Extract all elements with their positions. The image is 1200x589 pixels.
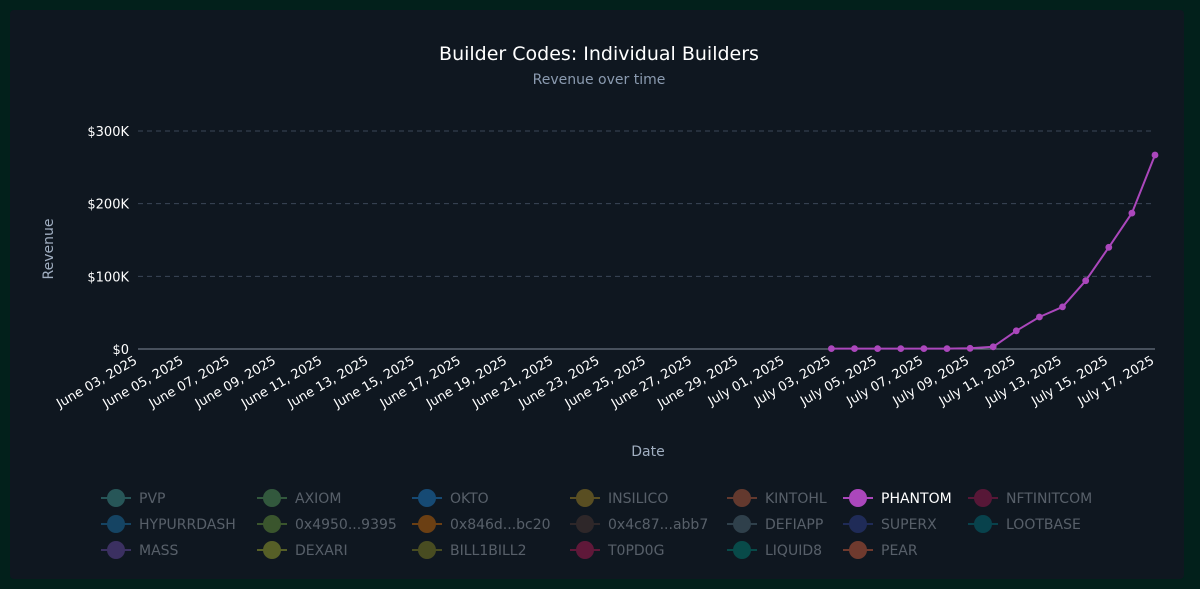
data-point	[1012, 327, 1020, 335]
chart-card: Builder Codes: Individual Builders Reven…	[10, 10, 1184, 579]
legend-item-bill1bill2[interactable]: BILL1BILL2	[412, 541, 526, 559]
data-point	[1151, 151, 1159, 159]
chart-subtitle: Revenue over time	[533, 72, 666, 88]
legend-swatch-marker	[974, 489, 992, 507]
data-point	[1059, 303, 1066, 311]
legend-item-defiapp[interactable]: DEFIAPP	[727, 515, 823, 533]
series-line-phantom	[831, 154, 1156, 350]
legend: PVP AXIOM OKTO INSILICO KINTOHL PHANTOM NFTINI…	[101, 489, 1092, 559]
legend-label: 0x4c87...abb7	[608, 517, 708, 533]
legend-item-superx[interactable]: SUPERX	[843, 515, 937, 533]
legend-swatch-marker	[576, 541, 594, 559]
legend-swatch-marker	[576, 515, 594, 533]
legend-item-0x4950-9395[interactable]: 0x4950...9395	[257, 515, 397, 533]
y-tick-labels: $0 $100K $200K $300K	[87, 125, 129, 358]
legend-swatch-marker	[418, 515, 436, 533]
legend-swatch-marker	[849, 489, 867, 507]
data-point	[920, 345, 928, 352]
chart-title: Builder Codes: Individual Builders	[439, 43, 759, 65]
legend-item-kintohl[interactable]: KINTOHL	[727, 489, 827, 507]
y-tick-label: $0	[112, 343, 129, 358]
legend-swatch-marker	[107, 489, 125, 507]
x-axis-label: Date	[631, 444, 664, 460]
legend-item-nftinitcom[interactable]: NFTINITCOM	[968, 489, 1092, 507]
y-tick-label: $300K	[87, 125, 129, 140]
legend-label: LIQUID8	[765, 543, 822, 559]
legend-label: 0x846d...bc20	[450, 517, 551, 533]
data-point	[1036, 313, 1043, 321]
legend-swatch-marker	[576, 489, 594, 507]
legend-item-insilico[interactable]: INSILICO	[570, 489, 668, 507]
legend-label: NFTINITCOM	[1006, 491, 1092, 507]
legend-label: OKTO	[450, 491, 489, 507]
data-point	[966, 344, 974, 352]
gridlines	[138, 130, 1155, 350]
legend-swatch-marker	[733, 489, 751, 507]
legend-item-phantom[interactable]: PHANTOM	[843, 489, 952, 507]
legend-swatch-marker	[107, 515, 125, 533]
legend-label: INSILICO	[608, 491, 668, 507]
legend-item-pvp[interactable]: PVP	[101, 489, 165, 507]
legend-swatch-marker	[263, 515, 281, 533]
legend-label: PEAR	[881, 543, 918, 559]
legend-label: PVP	[139, 491, 165, 507]
legend-label: DEFIAPP	[765, 517, 823, 533]
legend-label: SUPERX	[881, 517, 937, 533]
legend-label: PHANTOM	[881, 491, 952, 507]
legend-label: AXIOM	[295, 491, 341, 507]
y-axis-label: Revenue	[41, 219, 57, 280]
legend-swatch-marker	[849, 515, 867, 533]
data-point	[1105, 243, 1113, 251]
y-tick-label: $100K	[87, 270, 129, 285]
data-point	[897, 345, 905, 352]
legend-swatch-marker	[418, 489, 436, 507]
legend-item-t0pd0g[interactable]: T0PD0G	[570, 541, 664, 559]
legend-swatch-marker	[263, 541, 281, 559]
legend-item-dexari[interactable]: DEXARI	[257, 541, 348, 559]
legend-label: T0PD0G	[607, 543, 664, 559]
legend-swatch-marker	[733, 541, 751, 559]
data-point	[989, 343, 997, 351]
legend-swatch-marker	[733, 515, 751, 533]
legend-label: KINTOHL	[765, 491, 827, 507]
revenue-line-chart: Builder Codes: Individual Builders Reven…	[41, 43, 1159, 559]
legend-item-okto[interactable]: OKTO	[412, 489, 489, 507]
legend-swatch-marker	[418, 541, 436, 559]
legend-item-axiom[interactable]: AXIOM	[257, 489, 341, 507]
legend-label: HYPURRDASH	[139, 517, 236, 533]
legend-swatch-marker	[974, 515, 992, 533]
legend-label: MASS	[139, 543, 179, 559]
data-point	[851, 345, 858, 352]
legend-swatch-marker	[263, 489, 281, 507]
legend-item-liquid8[interactable]: LIQUID8	[727, 541, 822, 559]
legend-item-pear[interactable]: PEAR	[843, 541, 918, 559]
legend-item-0x846d-bc20[interactable]: 0x846d...bc20	[412, 515, 551, 533]
data-point	[1082, 277, 1090, 285]
legend-label: DEXARI	[295, 543, 348, 559]
series-layer	[828, 151, 1159, 352]
y-tick-label: $200K	[87, 198, 129, 213]
data-point	[943, 345, 951, 352]
legend-swatch-marker	[849, 541, 867, 559]
data-point	[1128, 209, 1136, 217]
legend-label: BILL1BILL2	[450, 543, 526, 559]
legend-swatch-marker	[107, 541, 125, 559]
legend-label: 0x4950...9395	[295, 517, 397, 533]
data-point	[828, 345, 835, 352]
legend-item-hypurrdash[interactable]: HYPURRDASH	[101, 515, 236, 533]
legend-label: LOOTBASE	[1006, 517, 1081, 533]
legend-item-mass[interactable]: MASS	[101, 541, 179, 559]
legend-item-0x4c87-abb7[interactable]: 0x4c87...abb7	[570, 515, 708, 533]
legend-item-lootbase[interactable]: LOOTBASE	[968, 515, 1081, 533]
data-point	[874, 345, 881, 352]
